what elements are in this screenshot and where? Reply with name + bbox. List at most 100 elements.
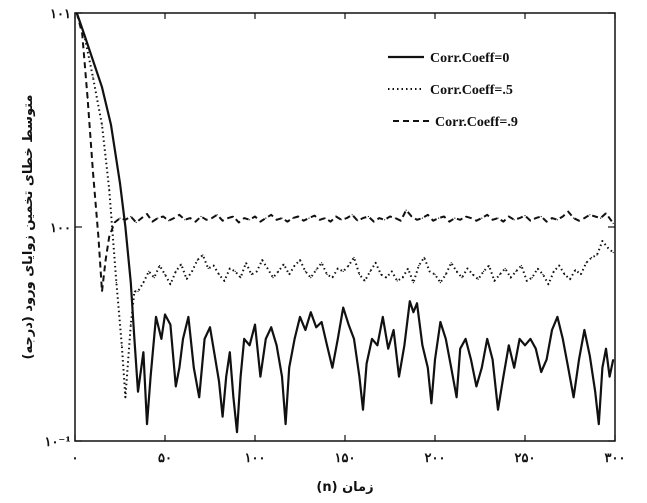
data-point-2-33 (256, 270, 258, 272)
data-point-3-20 (173, 217, 175, 219)
data-point-1-78 (465, 338, 467, 340)
data-point-2-17 (169, 283, 171, 285)
data-point-2-90 (564, 273, 566, 276)
data-point-3-46 (313, 215, 315, 217)
data-point-3-84 (519, 217, 521, 219)
data-point-2-60 (402, 277, 404, 279)
data-point-2-94 (585, 262, 587, 264)
data-point-2-50 (348, 265, 350, 267)
x-tick-label: ۵۰ (158, 451, 172, 466)
data-point-2-62 (412, 282, 414, 284)
data-point-3-79 (492, 219, 494, 221)
data-point-1-76 (456, 396, 458, 398)
data-point-2-21 (191, 270, 193, 272)
data-point-2-28 (229, 267, 231, 270)
data-point-3-14 (141, 217, 143, 219)
data-point-2-87 (547, 283, 550, 285)
y-tick-label: ۱۰۰ (50, 221, 71, 236)
data-point-2-35 (267, 267, 269, 270)
data-point-1-106 (609, 376, 611, 378)
data-point-2-55 (375, 262, 377, 264)
data-point-1-71 (430, 402, 432, 404)
data-point-3-47 (319, 219, 321, 221)
data-point-2-27 (223, 280, 225, 282)
data-point-1-28 (222, 416, 224, 418)
data-point-3-95 (578, 220, 580, 222)
data-point-2-53 (364, 280, 366, 282)
data-point-3-70 (443, 215, 445, 218)
data-point-1-77 (459, 348, 461, 350)
data-point-1-22 (193, 367, 195, 369)
data-point-1-11 (142, 351, 144, 353)
data-point-3-29 (222, 220, 224, 222)
data-point-3-8 (108, 236, 110, 238)
data-point-2-66 (434, 273, 436, 276)
data-point-3-26 (205, 219, 207, 221)
series-line-dotted (75, 12, 614, 399)
ticks-layer: ۰ ۵۰ ۱۰۰ ۱۵۰ ۲۰۰ ۲۵۰ ۳۰۰ ۱۰⁻¹ ۱۰۰ ۱۰۱ (44, 7, 625, 466)
legend-label-1: Corr.Coeff=0 (430, 51, 509, 66)
legend-label-2: Corr.Coeff=.5 (430, 83, 513, 98)
data-point-3-11 (124, 219, 126, 221)
x-tick-label: ۳۰۰ (605, 451, 626, 466)
data-point-2-20 (186, 278, 188, 280)
data-point-2-14 (153, 277, 155, 279)
data-point-1-70 (427, 367, 429, 369)
data-point-2-64 (423, 256, 425, 259)
data-point-1-45 (299, 316, 301, 318)
data-point-3-30 (227, 217, 229, 219)
data-point-1-51 (331, 367, 333, 369)
data-point-3-5 (97, 236, 99, 238)
data-point-1-81 (481, 367, 483, 369)
legend: Corr.Coeff=0 Corr.Coeff=.5 Corr.Coeff=.9 (388, 51, 518, 130)
data-point-1-30 (229, 351, 231, 353)
data-point-3-49 (330, 221, 332, 223)
data-point-2-22 (196, 259, 198, 261)
data-point-3-19 (168, 220, 170, 222)
data-point-2-34 (261, 259, 263, 261)
y-tick-label: ۱۰۱ (50, 7, 71, 22)
data-point-1-40 (276, 344, 278, 346)
data-point-1-35 (249, 344, 251, 346)
data-point-3-80 (497, 217, 499, 219)
data-point-1-88 (519, 338, 521, 340)
data-point-1-68 (416, 302, 418, 304)
data-point-2-44 (315, 269, 317, 271)
data-point-1-9 (133, 338, 135, 340)
data-point-1-26 (214, 359, 216, 361)
data-point-1-21 (187, 316, 189, 318)
data-point-1-15 (160, 338, 162, 340)
data-point-2-57 (385, 277, 387, 279)
data-point-3-4 (92, 171, 94, 173)
data-point-1-63 (393, 329, 395, 331)
data-point-1-16 (164, 313, 166, 316)
x-axis-label: زمان (n) (316, 480, 373, 495)
data-point-2-83 (526, 280, 528, 282)
data-point-3-12 (130, 215, 132, 218)
data-point-2-25 (213, 265, 215, 267)
data-point-1-97 (567, 367, 569, 369)
data-point-2-39 (288, 273, 290, 276)
data-point-2-26 (218, 273, 220, 276)
data-point-3-48 (324, 217, 326, 219)
data-point-1-33 (240, 376, 242, 378)
data-point-3-64 (411, 215, 413, 218)
data-point-1-12 (146, 423, 148, 425)
data-point-2-49 (342, 270, 344, 272)
data-point-1-69 (421, 344, 423, 346)
data-point-2-89 (558, 265, 560, 267)
data-point-2-88 (553, 270, 555, 272)
data-point-2-10 (133, 290, 135, 292)
data-point-1-58 (366, 363, 368, 365)
data-point-1-53 (342, 307, 344, 309)
data-point-1-84 (497, 409, 499, 411)
data-point-3-74 (465, 215, 467, 218)
data-point-2-67 (439, 282, 441, 284)
data-point-2-92 (574, 269, 577, 271)
data-point-3-99 (600, 217, 602, 219)
data-point-1-82 (486, 338, 488, 340)
data-point-1-95 (556, 316, 559, 318)
data-point-1-102 (594, 391, 596, 393)
data-point-1-41 (281, 376, 283, 378)
data-point-2-65 (429, 270, 431, 272)
